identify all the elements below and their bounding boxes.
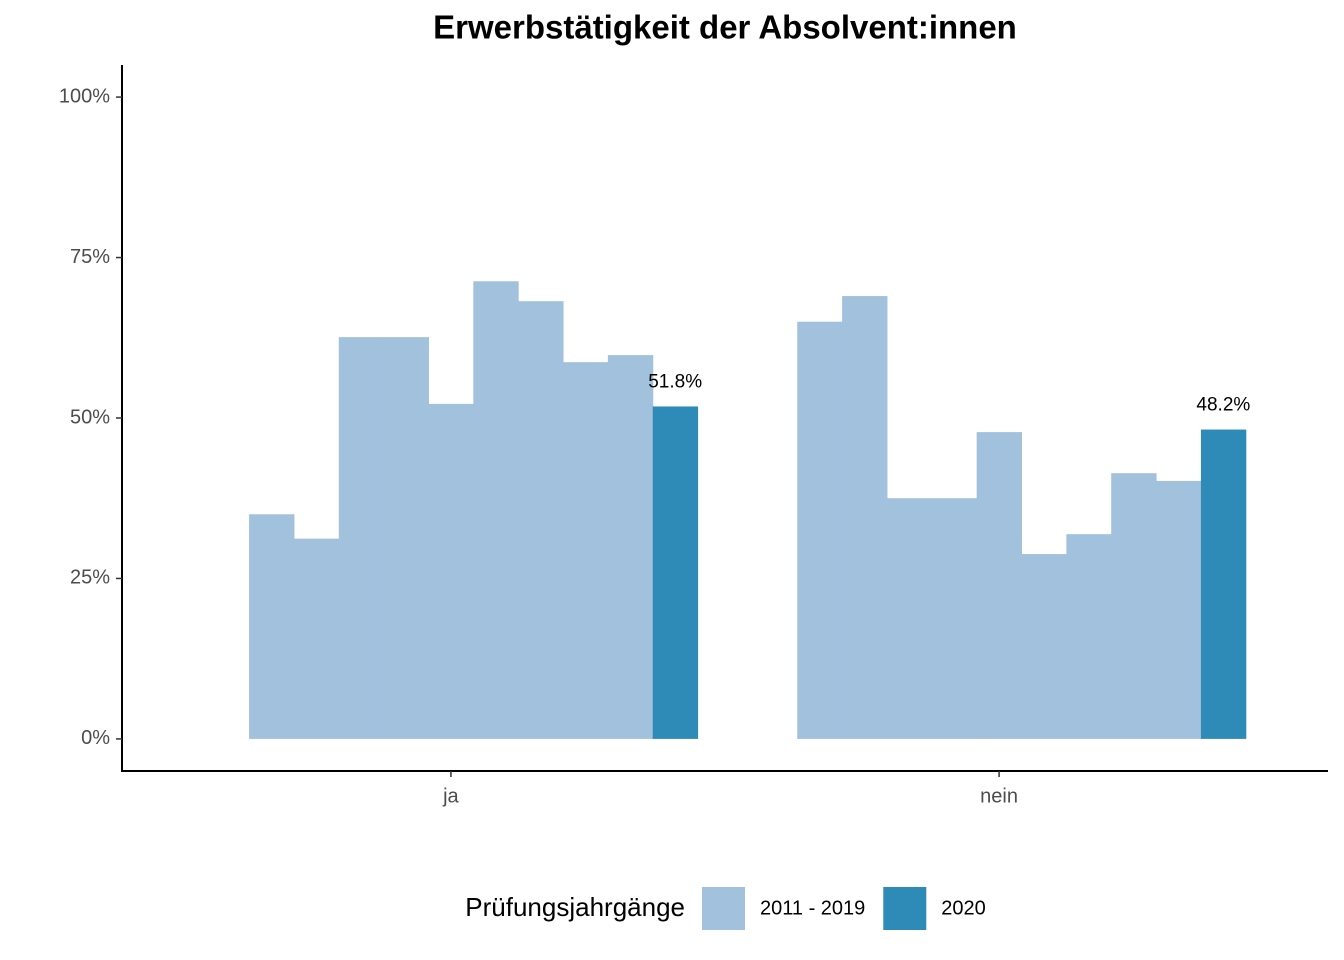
bar xyxy=(1111,473,1157,739)
chart-title: Erwerbstätigkeit der Absolvent:innen xyxy=(433,9,1017,46)
bar xyxy=(797,321,843,739)
bar xyxy=(931,498,978,739)
bar xyxy=(338,337,385,739)
bar xyxy=(1156,480,1202,739)
bar xyxy=(607,355,654,739)
bar xyxy=(383,337,429,739)
legend-key xyxy=(883,887,927,930)
y-tick-label: 75% xyxy=(70,246,110,268)
y-tick-label: 100% xyxy=(59,85,110,107)
bar xyxy=(249,514,295,739)
x-tick-label: ja xyxy=(442,785,459,807)
bar xyxy=(1200,429,1247,739)
legend-key xyxy=(702,887,745,930)
legend-label: 2011 - 2019 xyxy=(760,897,865,919)
legend-title: Prüfungsjahrgänge xyxy=(465,892,685,922)
bar xyxy=(1021,554,1067,739)
y-tick-label: 50% xyxy=(70,406,110,428)
value-label: 51.8% xyxy=(648,371,702,392)
bar xyxy=(428,403,474,739)
bar xyxy=(652,406,699,739)
bar xyxy=(976,432,1023,739)
y-tick-label: 25% xyxy=(70,567,110,589)
bar xyxy=(293,538,340,739)
legend-label: 2020 xyxy=(941,897,986,919)
y-tick-label: 0% xyxy=(81,727,110,749)
bar xyxy=(563,362,609,739)
x-tick-label: nein xyxy=(980,785,1018,807)
bar xyxy=(842,296,888,739)
bar xyxy=(518,301,564,739)
bar xyxy=(1066,534,1112,739)
bar xyxy=(473,281,519,739)
bar xyxy=(886,498,933,739)
value-label: 48.2% xyxy=(1196,395,1250,416)
